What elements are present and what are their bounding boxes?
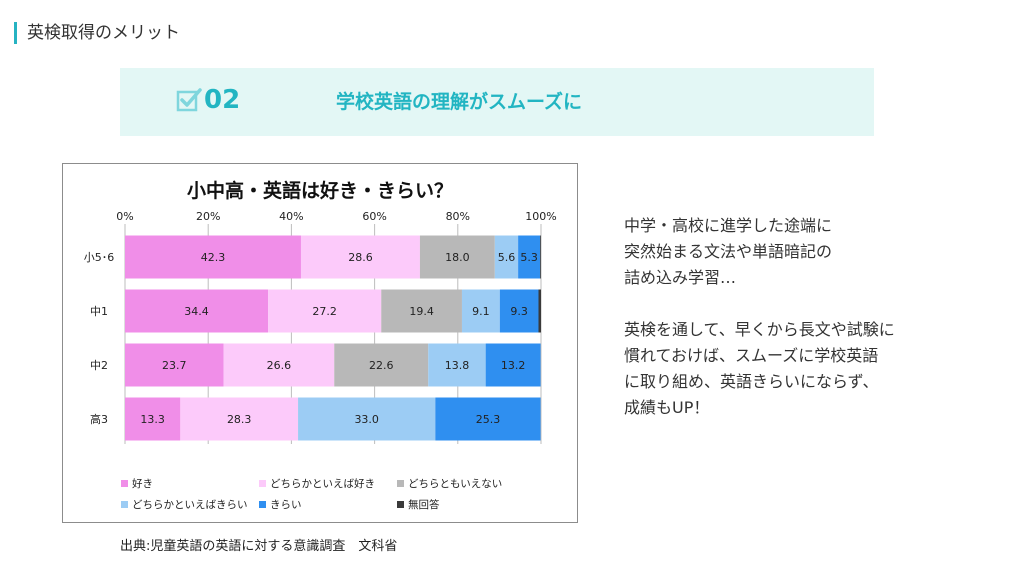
bar-segment xyxy=(300,235,420,279)
data-label: 19.4 xyxy=(409,305,434,318)
bar-segment xyxy=(494,235,519,279)
legend-label: どちらともいえない xyxy=(408,478,502,490)
data-label: 13.3 xyxy=(140,413,165,426)
desc-line: 成績もUP！ xyxy=(624,398,710,417)
x-tick-label: 60% xyxy=(362,210,386,223)
bar-segment xyxy=(381,289,462,333)
bar-segment xyxy=(461,289,500,333)
category-label: 小5･6 xyxy=(84,251,115,264)
legend-label: 無回答 xyxy=(408,498,440,511)
legend-label: どちらかといえば好き xyxy=(270,478,375,490)
bar-segment xyxy=(180,397,299,441)
data-label: 5.3 xyxy=(520,251,538,264)
bar-segment xyxy=(125,235,301,279)
survey-chart: 小中高・英語は好き・きらい？ 0% 20% 40% 60% 80% 100% 小5･6 42.3… xyxy=(62,163,578,523)
bar-segment xyxy=(518,235,541,279)
x-tick-label: 0% xyxy=(116,210,133,223)
data-label: 13.2 xyxy=(501,359,526,372)
data-label: 26.6 xyxy=(267,359,292,372)
bar-segment xyxy=(499,289,539,333)
merit-banner: 02 学校英語の理解がスムーズに xyxy=(120,68,874,136)
desc-line: に取り組め、英語きらいにならず、 xyxy=(624,372,879,391)
bar-segment xyxy=(538,289,541,333)
data-label: 25.3 xyxy=(476,413,501,426)
bar-segment xyxy=(125,289,269,333)
legend-swatch xyxy=(397,480,404,487)
bar-segment xyxy=(435,397,541,441)
data-label: 9.1 xyxy=(472,305,490,318)
bar-segment xyxy=(419,235,495,279)
bar-segment xyxy=(223,343,335,387)
category-label: 高3 xyxy=(90,412,108,426)
merit-headline: 学校英語の理解がスムーズに xyxy=(336,91,583,113)
merit-number: 02 xyxy=(204,85,241,115)
data-label: 28.3 xyxy=(227,413,252,426)
data-label: 33.0 xyxy=(354,413,379,426)
bar-segment xyxy=(485,343,541,387)
checkbox-icon xyxy=(176,88,202,112)
legend-label: どちらかといえばきらい xyxy=(132,499,248,511)
data-label: 22.6 xyxy=(369,359,394,372)
desc-line: 詰め込み学習… xyxy=(624,268,737,287)
data-label: 13.8 xyxy=(445,359,470,372)
x-tick-label: 20% xyxy=(196,210,220,223)
data-label: 27.2 xyxy=(312,305,337,318)
bar-segment xyxy=(125,397,181,441)
bar-segment xyxy=(298,397,436,441)
desc-line: 慣れておけば、スムーズに学校英語 xyxy=(624,346,879,365)
legend-label: きらい xyxy=(270,499,302,511)
side-description: 中学・高校に進学した途端に 突然始まる文法や単語暗記の 詰め込み学習… 英検を通… xyxy=(624,213,1004,421)
legend-label: 好き xyxy=(132,478,153,490)
chart-title: 小中高・英語は好き・きらい？ xyxy=(187,179,453,202)
section-title: 英検取得のメリット xyxy=(14,22,180,44)
legend-swatch xyxy=(259,501,266,508)
bar-segment xyxy=(334,343,429,387)
merit-badge: 02 xyxy=(176,82,240,118)
data-label: 18.0 xyxy=(445,251,470,264)
chart-source: 出典:児童英語の英語に対する意識調査 文科省 xyxy=(120,539,398,554)
legend-swatch xyxy=(121,480,128,487)
category-label: 中1 xyxy=(90,305,108,318)
desc-line: 英検を通して、早くから長文や試験に xyxy=(624,320,895,339)
desc-line: 突然始まる文法や単語暗記の xyxy=(624,242,833,261)
data-label: 9.3 xyxy=(510,305,528,318)
x-tick-label: 100% xyxy=(525,210,556,223)
x-tick-label: 40% xyxy=(279,210,303,223)
desc-line: 中学・高校に進学した途端に xyxy=(624,216,833,235)
chart-svg: 小中高・英語は好き・きらい？ 0% 20% 40% 60% 80% 100% 小5･6 42.3… xyxy=(84,179,557,511)
data-label: 42.3 xyxy=(201,251,226,264)
data-label: 23.7 xyxy=(162,359,187,372)
bar-segment xyxy=(428,343,486,387)
bar-segment xyxy=(540,235,541,279)
data-label: 34.4 xyxy=(184,305,209,318)
data-label: 5.6 xyxy=(498,251,516,264)
data-label: 28.6 xyxy=(348,251,373,264)
bar-segment xyxy=(268,289,382,333)
legend-swatch xyxy=(259,480,266,487)
x-tick-label: 80% xyxy=(446,210,470,223)
bar-segment xyxy=(125,343,224,387)
legend-swatch xyxy=(121,501,128,508)
legend-swatch xyxy=(397,501,404,508)
category-label: 中2 xyxy=(90,359,108,372)
